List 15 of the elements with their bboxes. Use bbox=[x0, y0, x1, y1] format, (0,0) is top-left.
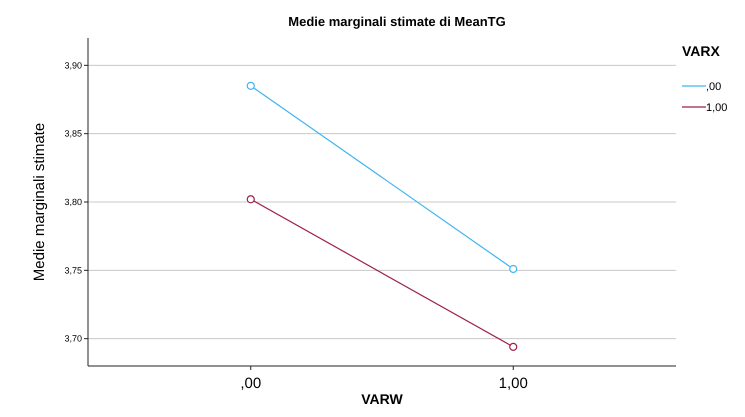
y-axis-title: Medie marginali stimate bbox=[31, 122, 48, 282]
legend-title: VARX bbox=[682, 43, 721, 59]
point bbox=[246, 195, 255, 204]
legend-label: 1,00 bbox=[706, 102, 728, 114]
y-tick-label: 3,80 bbox=[64, 197, 82, 207]
y-tick-label: 3,75 bbox=[64, 265, 82, 276]
point bbox=[509, 342, 518, 351]
chart-title: Medie marginali stimate di MeanTG bbox=[288, 14, 506, 29]
y-tick-label: 3,90 bbox=[64, 60, 82, 70]
x-axis-title: VARW bbox=[361, 391, 404, 407]
y-tick-label: 3,70 bbox=[64, 334, 82, 344]
y-tick-label: 3,85 bbox=[64, 128, 82, 139]
legend-label: ,00 bbox=[706, 81, 722, 93]
point bbox=[509, 264, 518, 274]
point bbox=[246, 82, 255, 90]
